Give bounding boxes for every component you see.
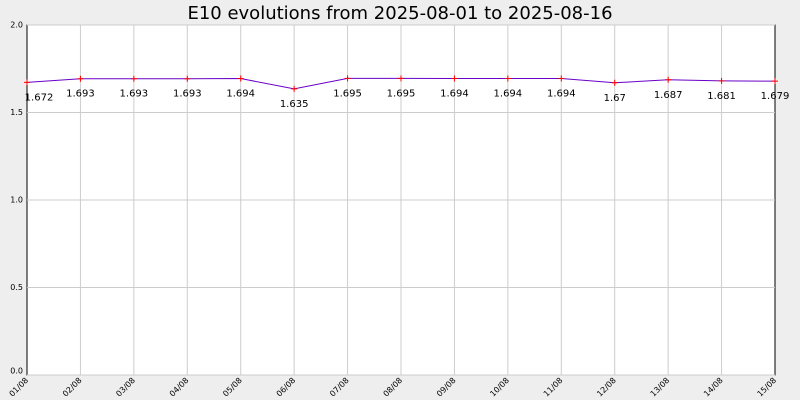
marker [451, 75, 458, 82]
data-label: 1.694 [494, 89, 523, 100]
marker [504, 75, 511, 82]
y-tick-label: 1.5 [10, 108, 23, 117]
marker [77, 75, 84, 82]
chart-title: E10 evolutions from 2025-08-01 to 2025-0… [187, 3, 612, 24]
marker [611, 79, 618, 86]
data-label: 1.687 [654, 90, 683, 101]
y-tick-label: 0.5 [10, 283, 23, 292]
data-label: 1.693 [120, 89, 149, 100]
marker [344, 75, 351, 82]
y-tick-label: 0.0 [10, 367, 23, 376]
marker [24, 79, 30, 86]
marker [718, 77, 725, 84]
data-label: 1.681 [707, 91, 736, 102]
marker [130, 75, 137, 82]
data-label: 1.693 [173, 89, 202, 100]
data-label: 1.695 [333, 88, 362, 99]
data-label: 1.694 [226, 89, 255, 100]
data-label: 1.635 [280, 99, 309, 110]
marker [772, 78, 778, 85]
y-tick-label: 1.0 [10, 196, 23, 205]
y-tick-label: 2.0 [10, 21, 23, 30]
data-label: 1.679 [761, 91, 790, 102]
marker [665, 76, 672, 83]
marker [291, 85, 298, 92]
marker [184, 75, 191, 82]
data-label: 1.695 [387, 88, 416, 99]
marker [237, 75, 244, 82]
data-label: 1.67 [604, 93, 626, 104]
marker [558, 75, 565, 82]
data-label: 1.694 [440, 89, 469, 100]
data-label: 1.672 [25, 92, 54, 103]
data-label: 1.693 [66, 89, 95, 100]
data-label: 1.694 [547, 89, 576, 100]
marker [398, 75, 404, 82]
